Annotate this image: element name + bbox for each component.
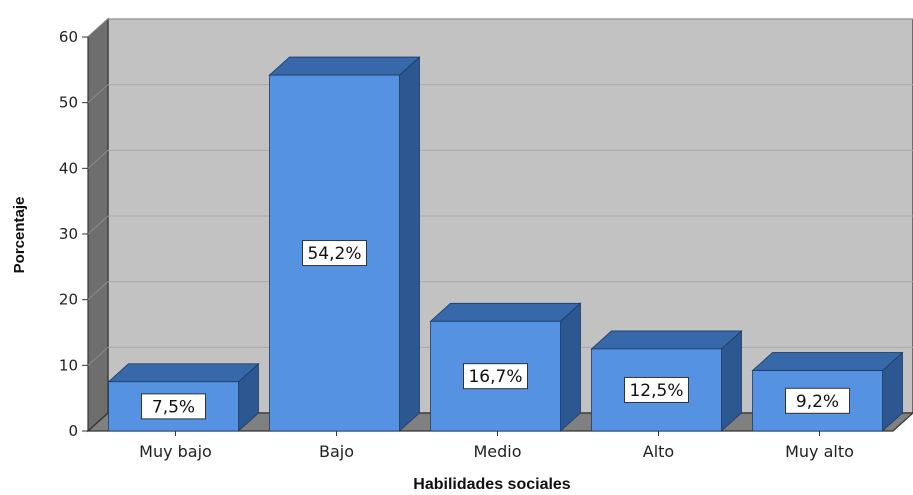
data-label-box bbox=[141, 393, 206, 420]
y-tick-label: 30 bbox=[59, 225, 78, 243]
gridline-wall bbox=[87, 215, 109, 235]
data-label: 16,7% bbox=[463, 363, 528, 390]
data-label-text: 9,2% bbox=[796, 392, 839, 412]
x-tick-label: Alto bbox=[643, 442, 674, 461]
y-tick-label: 20 bbox=[59, 291, 78, 309]
data-label-box bbox=[463, 363, 528, 390]
gridline-wall bbox=[87, 84, 109, 104]
gridline-wall bbox=[87, 281, 109, 301]
y-tick-label: 60 bbox=[59, 28, 78, 46]
x-tick-label: Muy alto bbox=[785, 442, 854, 461]
bar: 16,7% bbox=[429, 302, 582, 432]
x-axis-title: Habilidades sociales bbox=[413, 476, 571, 493]
gridline-wall bbox=[87, 149, 109, 169]
data-label: 7,5% bbox=[141, 393, 206, 420]
data-label-box bbox=[624, 376, 689, 403]
y-tick-label: 0 bbox=[68, 422, 78, 440]
x-tick-label: Medio bbox=[473, 442, 521, 461]
bar-side bbox=[399, 56, 420, 432]
bar-top bbox=[751, 352, 904, 371]
x-tick-label: Bajo bbox=[319, 442, 354, 461]
bar-side bbox=[560, 302, 581, 432]
data-label-text: 7,5% bbox=[152, 397, 195, 417]
data-label-text: 16,7% bbox=[468, 367, 522, 387]
data-label: 12,5% bbox=[624, 376, 689, 403]
x-tick-label: Muy bajo bbox=[139, 442, 212, 461]
bars: 7,5% 54,2% 16,7% 12,5% 9,2% bbox=[107, 56, 904, 432]
bar: 54,2% bbox=[268, 56, 421, 432]
bar: 9,2% bbox=[751, 351, 904, 432]
data-label: 9,2% bbox=[785, 387, 850, 414]
y-axis-ticks: 0 10 20 30 40 50 60 bbox=[59, 28, 88, 440]
bar: 7,5% bbox=[107, 362, 260, 432]
bar-top bbox=[590, 330, 743, 350]
gridline-wall bbox=[87, 18, 109, 38]
bar-top bbox=[107, 363, 260, 383]
gridlines bbox=[87, 18, 913, 366]
y-axis-title: Porcentaje bbox=[11, 197, 28, 274]
data-label: 54,2% bbox=[302, 240, 367, 267]
data-label-text: 12,5% bbox=[629, 381, 683, 401]
y-tick-label: 40 bbox=[59, 159, 78, 177]
y-tick-label: 50 bbox=[59, 94, 78, 112]
data-label-text: 54,2% bbox=[307, 244, 361, 264]
bar-top bbox=[429, 302, 582, 322]
x-axis-categories: Muy bajo Bajo Medio Alto Muy alto bbox=[139, 431, 854, 461]
bar-top bbox=[268, 56, 421, 76]
bar-front bbox=[269, 74, 400, 432]
y-tick-label: 10 bbox=[59, 356, 78, 374]
gridline-wall bbox=[87, 346, 109, 366]
data-label-box bbox=[302, 240, 367, 267]
bar: 12,5% bbox=[590, 330, 743, 432]
data-label-box bbox=[785, 387, 850, 414]
